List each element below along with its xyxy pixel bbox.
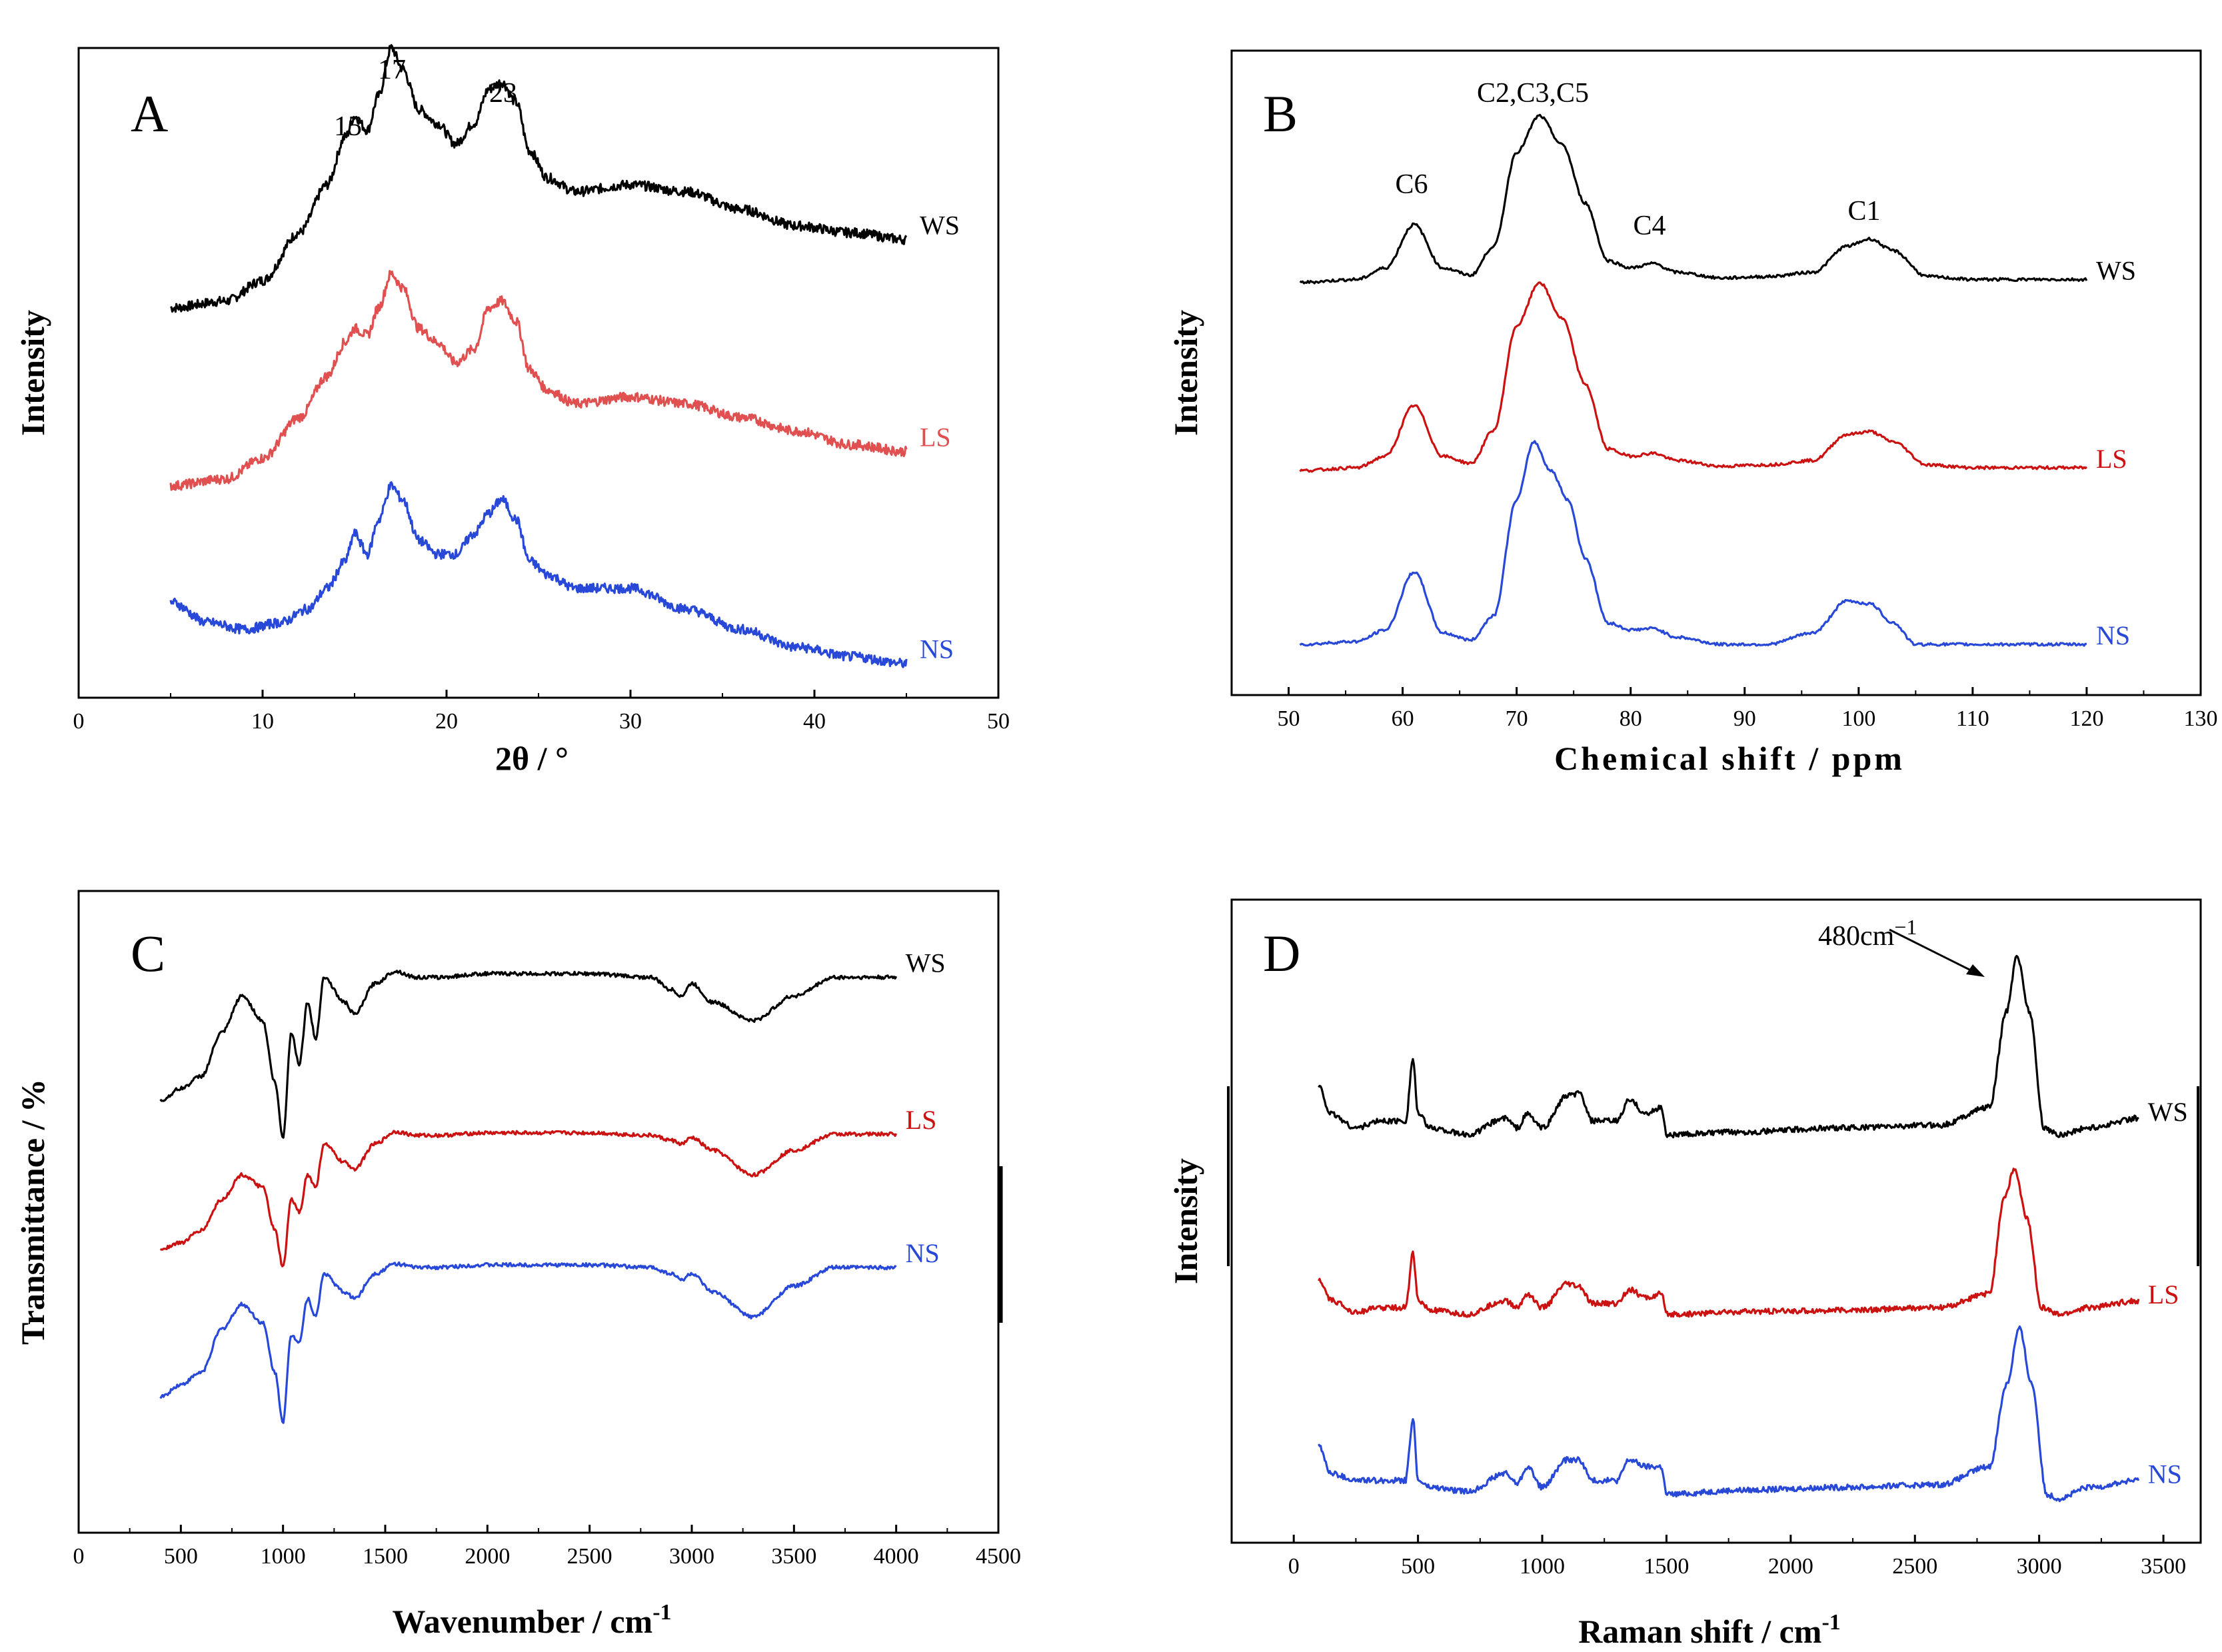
series-line-NS	[1299, 440, 2087, 647]
peak-label-c2c3c5: C2,C3,C5	[1477, 78, 1589, 109]
x-tick-label: 50	[1278, 706, 1300, 731]
panel-letter-D: D	[1263, 924, 1300, 982]
x-axis-title: Raman shift / cm-1	[1578, 1610, 1841, 1650]
peak-annotation-480: 480cm−1	[1818, 915, 1917, 952]
peak-label-c1: C1	[1847, 196, 1880, 227]
x-axis-title: Wavenumber / cm-1	[392, 1600, 671, 1640]
annotation-arrow-line	[1889, 928, 1977, 974]
plot-frame	[77, 47, 1000, 699]
panel-letter-A: A	[131, 85, 168, 143]
series-label-WS: WS	[2096, 255, 2136, 285]
x-tick-label: 50	[987, 709, 1010, 734]
plot-frame	[1230, 898, 2202, 1544]
plot-frame	[1230, 49, 2202, 696]
x-axis-title-sup: -1	[652, 1600, 671, 1625]
peak-label-c4: C4	[1633, 211, 1666, 241]
x-tick-label: 90	[1733, 706, 1756, 731]
series-line-NS	[1318, 1325, 2140, 1503]
series-line-WS	[1299, 113, 2088, 285]
series-line-WS	[1318, 954, 2139, 1139]
plot-frame	[77, 890, 1000, 1534]
peak-label-23: 23	[489, 78, 517, 109]
x-tick-label: 130	[2184, 706, 2218, 731]
y-axis-title: Intensity	[1167, 310, 1204, 436]
x-tick-label: 2000	[1768, 1554, 1813, 1579]
x-tick-label: 60	[1392, 706, 1414, 731]
chart-panel-B: 50 60 70 80 90 100 110 120 130 WS LS NS Intensity Che…	[1167, 49, 2218, 777]
series-line-WS	[169, 44, 908, 313]
series-label-NS: NS	[2096, 620, 2130, 650]
series-line-NS	[159, 1261, 897, 1424]
series-label-NS: NS	[920, 634, 954, 664]
series-label-WS: WS	[2148, 1097, 2188, 1127]
x-tick-label: 1500	[363, 1544, 408, 1569]
series-line-NS	[169, 481, 908, 668]
x-tick-label: 1000	[261, 1544, 306, 1569]
peak-annotation-sup: −1	[1894, 915, 1917, 939]
x-tick-label: 500	[1401, 1554, 1435, 1579]
x-axis-title-main: Raman shift / cm	[1578, 1613, 1821, 1650]
x-tick-label: 10	[251, 709, 274, 734]
peak-label-17: 17	[378, 55, 406, 85]
x-tick-label: 4500	[976, 1544, 1021, 1569]
x-tick-label: 2500	[1892, 1554, 1937, 1579]
x-axis-title: 2θ / °	[495, 740, 568, 777]
x-tick-label: 120	[2069, 706, 2103, 731]
x-axis-title-sup: -1	[1821, 1610, 1840, 1635]
series-line-LS	[169, 270, 908, 491]
x-tick-label: 500	[164, 1544, 198, 1569]
series-label-LS: LS	[2096, 444, 2127, 474]
x-tick-label: 70	[1506, 706, 1528, 731]
series-label-NS: NS	[2148, 1459, 2182, 1489]
peak-label-c6: C6	[1395, 169, 1428, 200]
series-label-NS: NS	[906, 1238, 940, 1268]
series-label-WS: WS	[920, 210, 960, 240]
y-axis-title: Intensity	[1167, 1158, 1204, 1284]
x-tick-label: 1500	[1644, 1554, 1689, 1579]
x-tick-label: 80	[1620, 706, 1642, 731]
x-tick-label: 40	[803, 709, 826, 734]
series-label-LS: LS	[906, 1105, 937, 1135]
x-tick-label: 4000	[874, 1544, 919, 1569]
series-label-LS: LS	[920, 422, 951, 452]
peak-label-15: 15	[334, 111, 362, 142]
x-tick-label: 3500	[771, 1544, 816, 1569]
annotation-arrowhead	[1966, 964, 1985, 977]
series-line-LS	[1299, 281, 2088, 473]
x-tick-label: 1000	[1520, 1554, 1565, 1579]
x-tick-label: 0	[73, 1544, 85, 1569]
x-tick-label: 3000	[669, 1544, 714, 1569]
x-tick-label: 110	[1956, 706, 1989, 731]
chart-panel-C: 0 500 1000 1500 2000 2500 3000 3500 4000 4500 WS LS…	[14, 890, 1021, 1640]
x-tick-label: 2500	[567, 1544, 612, 1569]
x-tick-label: 30	[619, 709, 642, 734]
x-tick-label: 3500	[2141, 1554, 2186, 1579]
y-axis-title: Transmittance / %	[14, 1079, 51, 1345]
x-tick-label: 2000	[465, 1544, 510, 1569]
x-tick-label: 20	[435, 709, 458, 734]
y-axis-title: Intensity	[14, 310, 51, 436]
x-axis-title: Chemical shift / ppm	[1554, 740, 1905, 777]
chart-panel-A: 0 10 20 30 40 50 WS LS NS Intensity 2θ / °	[14, 44, 1010, 777]
x-tick-label: 100	[1841, 706, 1875, 731]
x-tick-label: 0	[1288, 1554, 1300, 1579]
chart-panel-D: 0 500 1000 1500 2000 2500 3000 3500 WS LS NS Intens…	[1167, 898, 2202, 1650]
x-tick-label: 3000	[2017, 1554, 2062, 1579]
series-label-WS: WS	[906, 948, 946, 978]
series-line-LS	[1318, 1168, 2140, 1318]
panel-letter-B: B	[1263, 85, 1298, 143]
series-line-WS	[159, 970, 898, 1139]
x-tick-label: 0	[73, 709, 85, 734]
series-line-LS	[159, 1130, 898, 1267]
peak-annotation-main: 480cm	[1818, 921, 1895, 952]
x-axis-title-main: Wavenumber / cm	[392, 1603, 652, 1640]
series-label-LS: LS	[2148, 1279, 2179, 1309]
panel-letter-C: C	[131, 924, 165, 982]
